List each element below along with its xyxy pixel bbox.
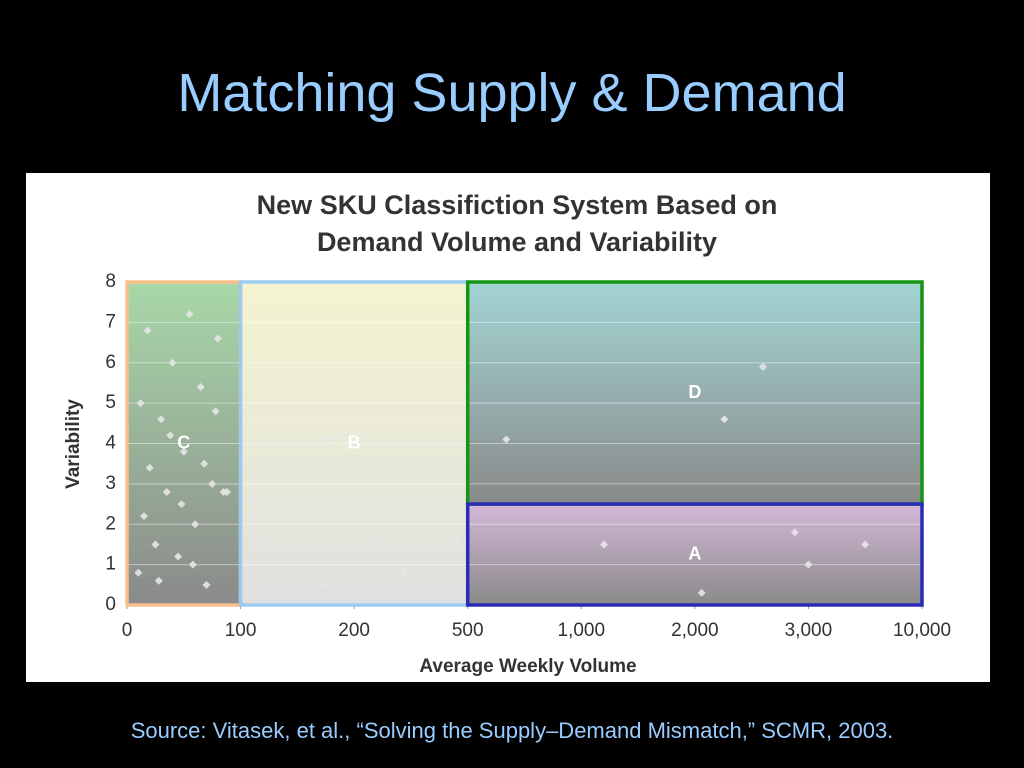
y-axis-label: Variability xyxy=(63,399,84,489)
y-tick-label: 8 xyxy=(105,271,116,292)
region-label: D xyxy=(688,382,701,402)
y-tick-label: 4 xyxy=(105,433,116,454)
x-tick-label: 0 xyxy=(122,620,133,641)
data-point xyxy=(157,415,166,424)
data-point xyxy=(697,588,706,597)
x-tick-label: 10,000 xyxy=(893,620,951,641)
data-point xyxy=(202,580,211,589)
data-point xyxy=(151,540,160,549)
data-point xyxy=(213,334,222,343)
region-border xyxy=(465,502,924,607)
data-point xyxy=(134,568,143,577)
data-point xyxy=(376,536,385,545)
source-note: Source: Vitasek, et al., “Solving the Su… xyxy=(130,718,894,743)
data-point xyxy=(196,382,205,391)
data-point xyxy=(321,435,330,444)
data-point xyxy=(406,516,415,525)
region-fill xyxy=(467,282,922,505)
data-point xyxy=(260,540,269,549)
data-point xyxy=(191,520,200,529)
data-point xyxy=(166,431,175,440)
chart: New SKU Classifiction System Based on De… xyxy=(26,173,990,682)
chart-title: Demand Volume and Variability xyxy=(317,227,717,257)
data-point xyxy=(222,487,231,496)
region-label: B xyxy=(348,432,361,452)
data-point xyxy=(399,568,408,577)
x-tick-label: 2,000 xyxy=(671,620,719,641)
region-fill xyxy=(127,282,241,605)
data-point xyxy=(790,528,799,537)
chart-title: New SKU Classifiction System Based on xyxy=(257,190,778,220)
data-point xyxy=(162,487,171,496)
x-tick-label: 100 xyxy=(225,620,257,641)
data-point xyxy=(143,326,152,335)
data-point xyxy=(208,479,217,488)
data-point xyxy=(168,358,177,367)
data-point xyxy=(316,516,325,525)
data-point xyxy=(177,500,186,509)
data-point xyxy=(804,560,813,569)
data-point xyxy=(321,580,330,589)
data-point xyxy=(174,552,183,561)
data-point xyxy=(759,362,767,371)
x-tick-label: 1,000 xyxy=(558,620,606,641)
data-point xyxy=(251,496,260,505)
data-point xyxy=(452,536,461,545)
y-tick-label: 1 xyxy=(105,554,116,575)
data-point xyxy=(136,399,145,408)
y-tick-label: 7 xyxy=(105,311,116,332)
x-tick-label: 500 xyxy=(452,620,484,641)
region-label: A xyxy=(688,543,701,563)
x-tick-label: 200 xyxy=(338,620,370,641)
data-point xyxy=(185,310,194,319)
x-tick-label: 3,000 xyxy=(785,620,833,641)
y-tick-label: 6 xyxy=(105,352,116,373)
y-tick-label: 2 xyxy=(105,513,116,534)
data-point xyxy=(600,540,608,549)
data-point xyxy=(188,560,197,569)
data-point xyxy=(211,407,220,416)
data-point xyxy=(200,459,209,468)
slide-title: Matching Supply & Demand xyxy=(177,63,847,123)
data-point xyxy=(140,512,149,521)
region-fill xyxy=(467,504,922,605)
data-point xyxy=(154,576,163,585)
y-tick-label: 5 xyxy=(105,392,116,413)
data-point xyxy=(720,415,729,424)
region-label: C xyxy=(177,432,190,452)
data-point xyxy=(179,447,188,456)
data-point xyxy=(145,463,154,472)
y-tick-label: 3 xyxy=(105,473,116,494)
region-fill xyxy=(240,282,468,605)
data-point xyxy=(502,435,511,444)
y-tick-label: 0 xyxy=(105,594,116,615)
x-axis-label: Average Weekly Volume xyxy=(419,656,636,677)
data-point xyxy=(861,540,870,549)
